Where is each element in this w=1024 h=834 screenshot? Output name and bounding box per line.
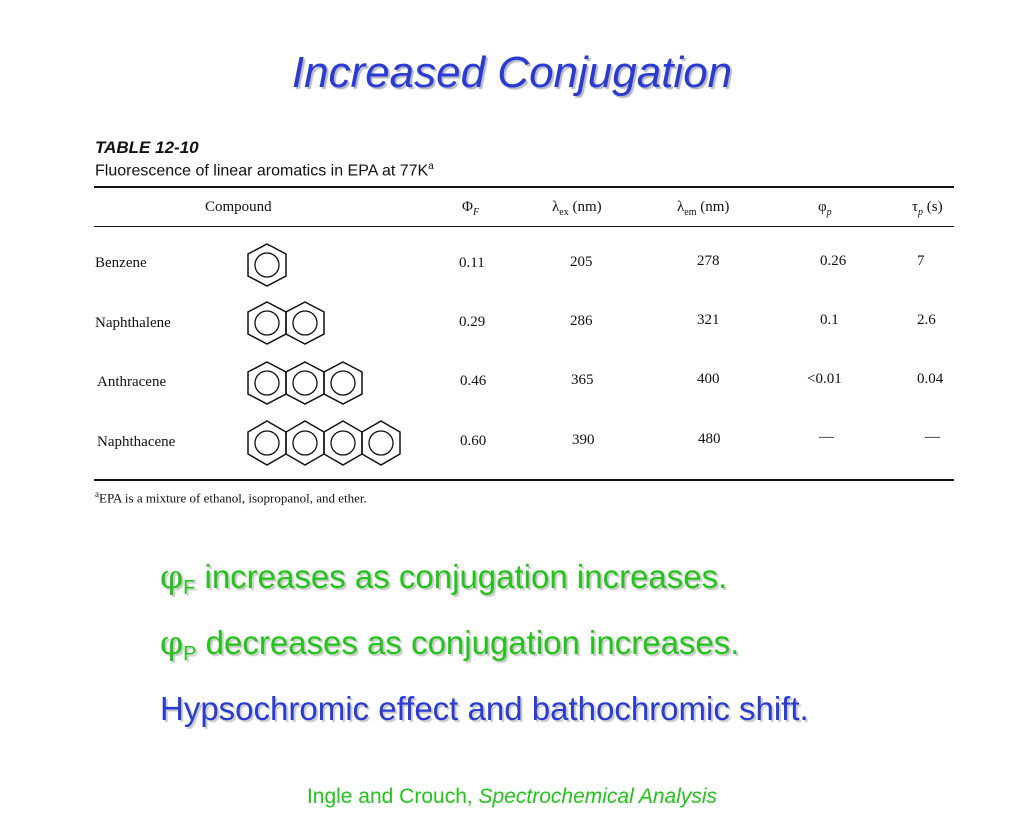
benzene-structure xyxy=(247,243,287,287)
phiF-symbol: Φ xyxy=(462,199,473,215)
phip-value: <0.01 xyxy=(807,371,842,387)
phi-symbol: φ xyxy=(160,557,184,596)
phip-value: — xyxy=(819,429,834,445)
phip-symbol: φ xyxy=(818,199,827,215)
citation-title: Spectrochemical Analysis xyxy=(478,785,718,808)
phiF-value: 0.29 xyxy=(459,314,486,330)
phiF-value: 0.46 xyxy=(460,373,487,389)
tau-value: 2.6 xyxy=(917,312,936,328)
footnote-text: EPA is a mixture of ethanol, isopropanol… xyxy=(99,490,367,506)
compound-name: Naphthacene xyxy=(97,434,176,450)
phi-symbol: φ xyxy=(160,623,184,662)
phi-subscript: P xyxy=(183,643,197,665)
lambda-em-symbol: λ xyxy=(677,199,685,215)
tau-value: 0.04 xyxy=(917,371,944,387)
phiF-value: 0.11 xyxy=(459,255,485,271)
naphthacene-structure xyxy=(247,420,401,466)
phi-subscript: F xyxy=(183,577,196,599)
phiF-value: 0.60 xyxy=(460,433,487,449)
table-header-rule xyxy=(94,226,954,227)
table-footnote: aEPA is a mixture of ethanol, isopropano… xyxy=(95,489,367,506)
col-header-phip: φp xyxy=(818,199,832,218)
lambda-em-value: 400 xyxy=(697,371,720,387)
bullet-text: increases as conjugation increases. xyxy=(195,558,728,595)
lambda-ex-value: 390 xyxy=(572,432,595,448)
lambda-em-value: 278 xyxy=(697,253,720,269)
lambda-ex-value: 286 xyxy=(570,313,593,329)
bullet-phiP: φP decreases as conjugation increases. xyxy=(160,623,739,666)
lambda-ex-sub: ex xyxy=(559,207,569,218)
col-header-lambda-em: λem (nm) xyxy=(677,199,729,218)
tau-sub: p xyxy=(918,207,924,218)
bullet-phiF: φF increases as conjugation increases. xyxy=(160,557,727,600)
phiF-sub: F xyxy=(472,207,480,218)
lambda-ex-value: 365 xyxy=(571,372,594,388)
table-caption-text: Fluorescence of linear aromatics in EPA … xyxy=(95,162,429,180)
lambda-em-value: 480 xyxy=(698,431,721,447)
col-header-compound: Compound xyxy=(205,199,272,215)
lambda-em-value: 321 xyxy=(697,312,720,328)
table-caption-footnote-mark: a xyxy=(428,161,434,172)
lambda-ex-unit: (nm) xyxy=(572,199,602,215)
bullet-shift: Hypsochromic effect and bathochromic shi… xyxy=(160,690,809,728)
slide-title: Increased Conjugation xyxy=(291,48,733,97)
naphthalene-structure xyxy=(247,301,325,345)
table-number: TABLE 12-10 xyxy=(95,138,199,157)
bullet-text: decreases as conjugation increases. xyxy=(196,624,740,661)
lambda-em-sub: em xyxy=(684,207,697,218)
tau-value: — xyxy=(925,429,940,445)
col-header-lambda-ex: λex (nm) xyxy=(552,199,602,218)
phip-value: 0.26 xyxy=(820,253,847,269)
tau-unit: (s) xyxy=(926,199,943,215)
footnote-mark: a xyxy=(95,489,99,499)
lambda-ex-value: 205 xyxy=(570,254,593,270)
compound-name: Anthracene xyxy=(97,374,167,390)
table-bottom-rule xyxy=(94,479,954,481)
table-top-rule xyxy=(94,186,954,188)
table-caption: Fluorescence of linear aromatics in EPA … xyxy=(95,161,434,180)
col-header-phiF: ΦF xyxy=(462,199,479,218)
tau-value: 7 xyxy=(917,253,925,269)
compound-name: Benzene xyxy=(95,255,147,271)
tau-symbol: τ xyxy=(912,199,919,215)
citation-authors: Ingle and Crouch, xyxy=(306,785,479,808)
citation: Ingle and Crouch, Spectrochemical Analys… xyxy=(0,785,1024,809)
lambda-ex-symbol: λ xyxy=(552,199,560,215)
phip-sub: p xyxy=(826,207,832,218)
compound-name: Naphthalene xyxy=(95,315,171,331)
col-header-tau: τp (s) xyxy=(912,199,943,218)
anthracene-structure xyxy=(247,361,363,405)
phip-value: 0.1 xyxy=(820,312,839,328)
lambda-em-unit: (nm) xyxy=(700,199,730,215)
bullet-text: Hypsochromic effect and bathochromic shi… xyxy=(160,690,809,727)
